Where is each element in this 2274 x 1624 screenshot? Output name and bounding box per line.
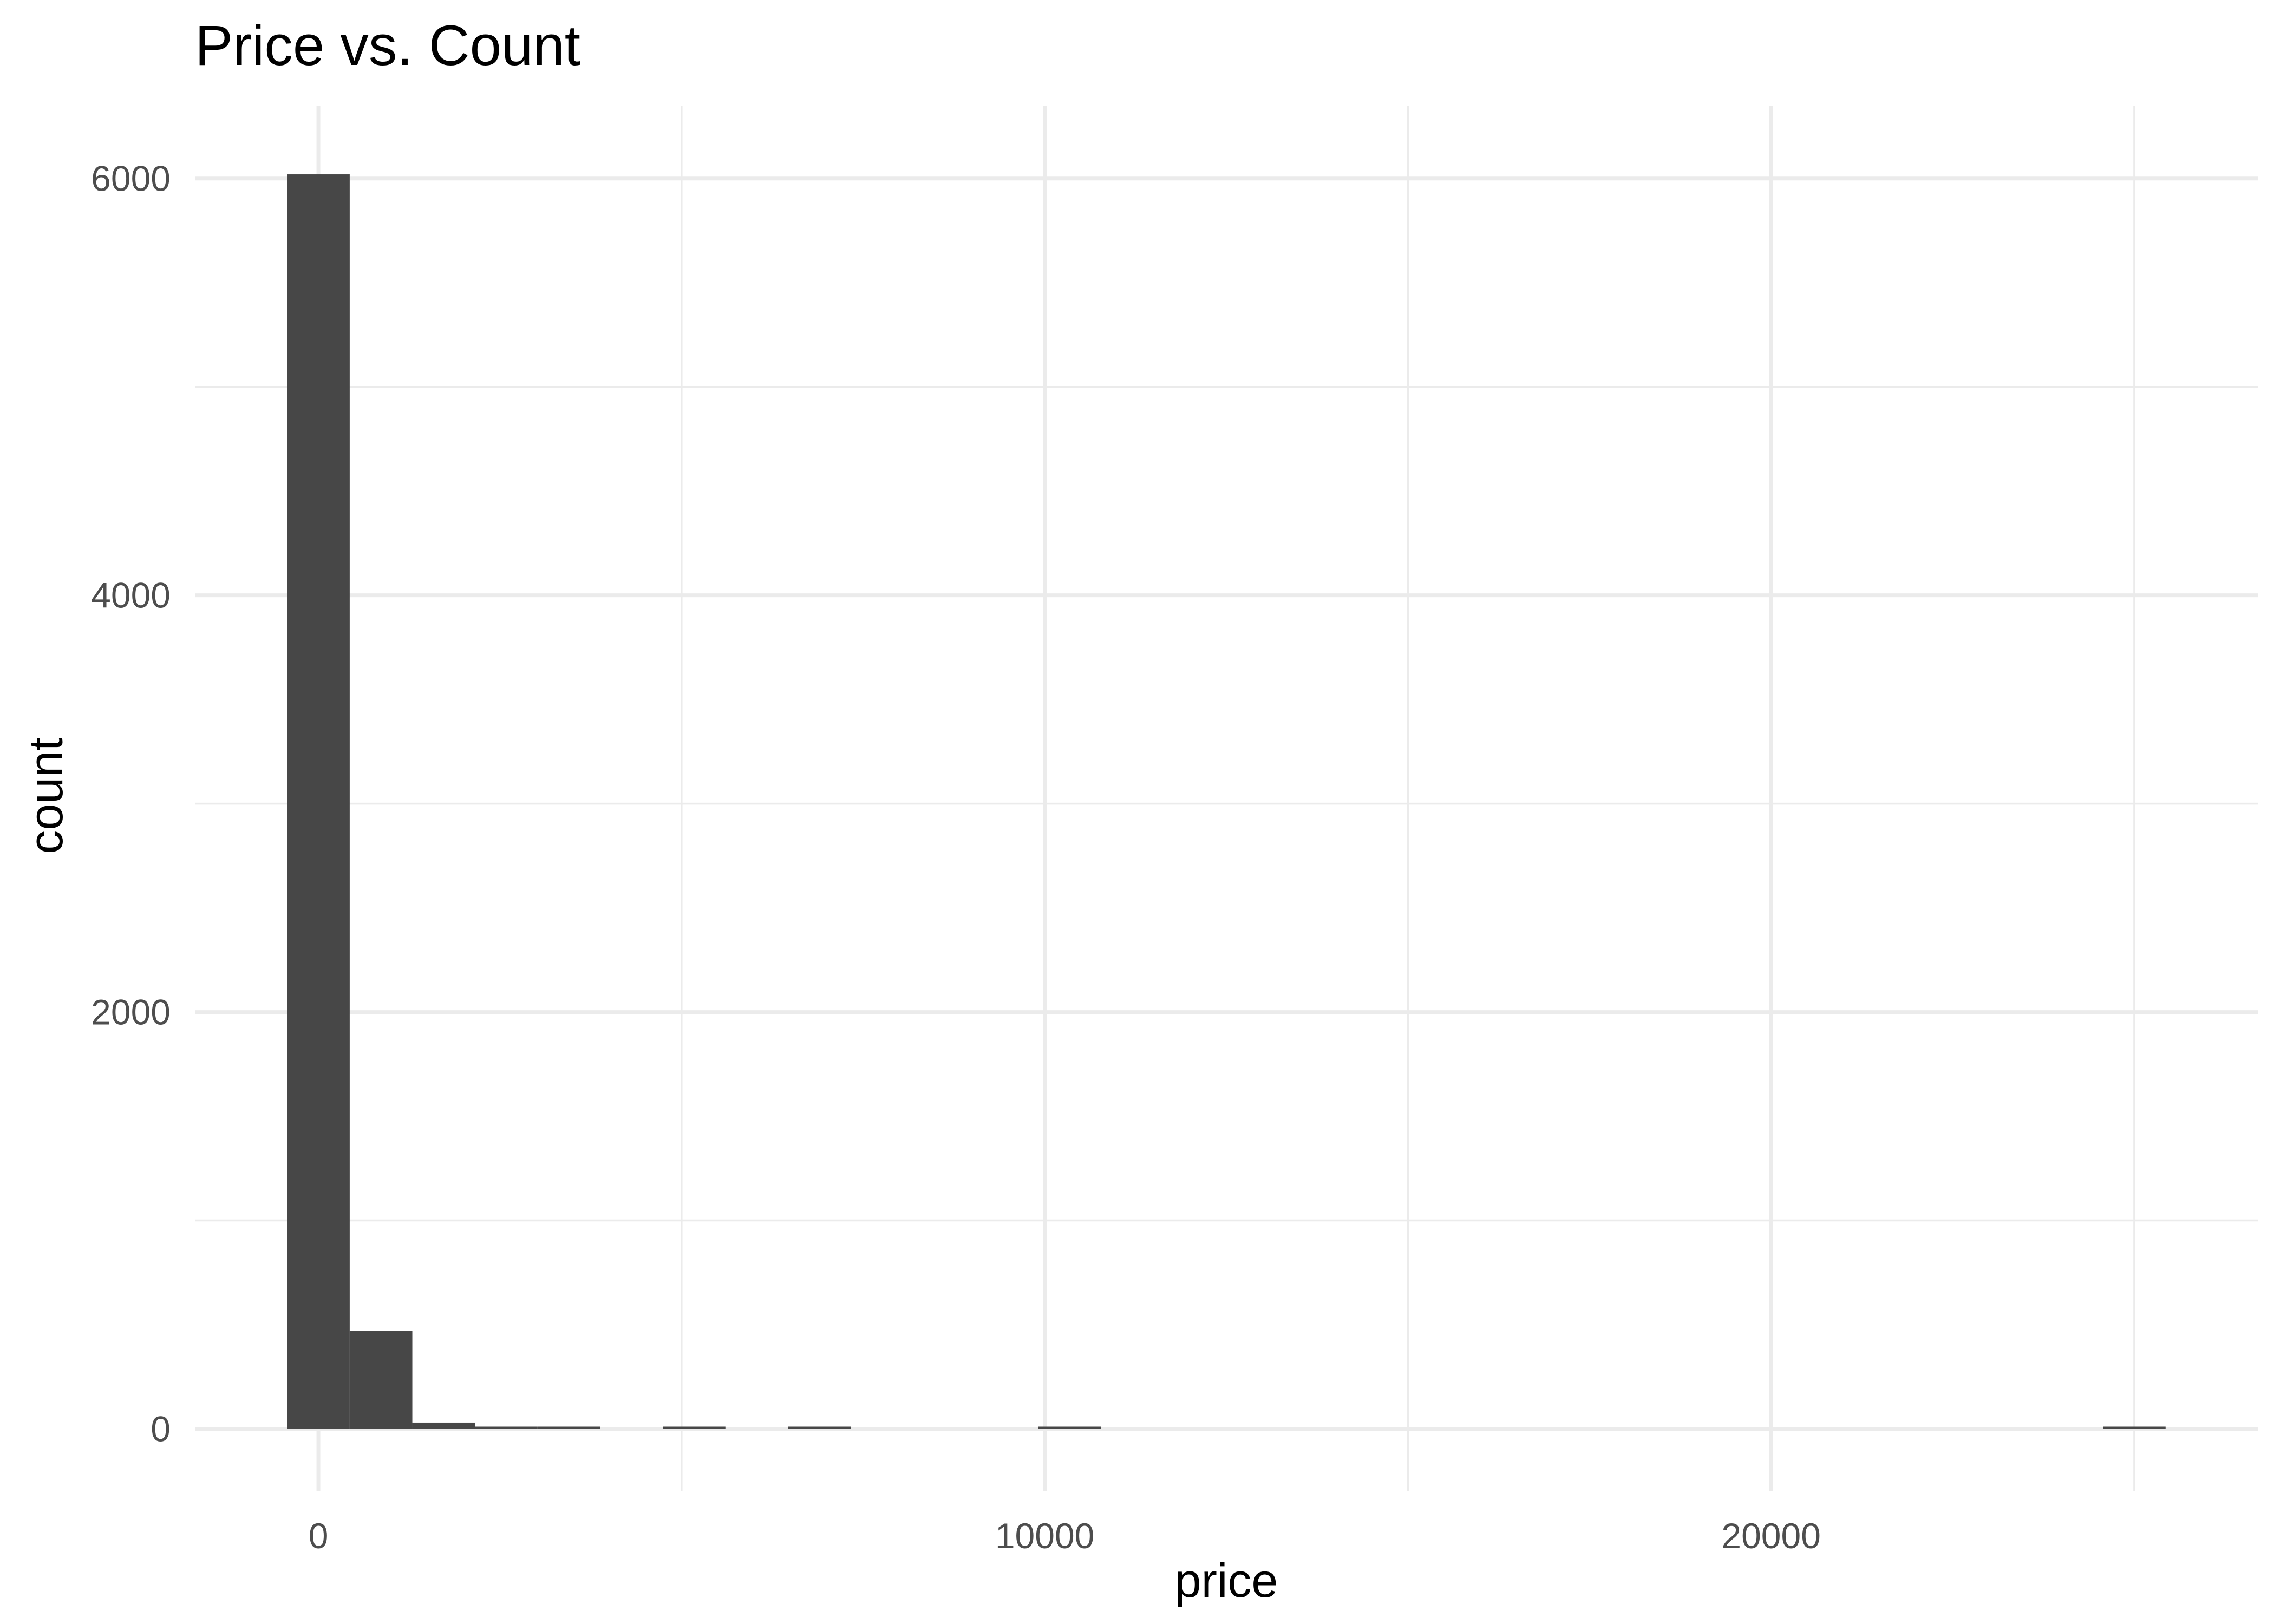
y-axis-tick-labels: 0 2000 4000 6000 (91, 159, 171, 1449)
x-tick-label: 10000 (995, 1516, 1095, 1556)
y-tick-label: 6000 (91, 159, 171, 199)
chart-title: Price vs. Count (195, 14, 580, 77)
histogram-bar (663, 1426, 726, 1429)
y-tick-label: 4000 (91, 575, 171, 615)
bars (287, 174, 2166, 1429)
y-tick-label: 0 (151, 1409, 171, 1449)
histogram-bar (412, 1422, 475, 1429)
x-tick-label: 0 (309, 1516, 329, 1556)
x-tick-label: 20000 (1721, 1516, 1821, 1556)
y-tick-label: 2000 (91, 992, 171, 1032)
x-axis-tick-labels: 0 10000 20000 (309, 1516, 1821, 1556)
gridlines (195, 106, 2258, 1491)
histogram-bar (788, 1426, 851, 1429)
histogram-bar (349, 1331, 413, 1429)
histogram-bar (537, 1426, 600, 1429)
histogram-bar (287, 174, 350, 1429)
histogram-bar (475, 1426, 538, 1429)
histogram-bar (2103, 1426, 2166, 1429)
x-axis-title: price (1175, 1554, 1278, 1607)
histogram-bar (1038, 1426, 1101, 1429)
y-axis-title: count (19, 737, 73, 854)
